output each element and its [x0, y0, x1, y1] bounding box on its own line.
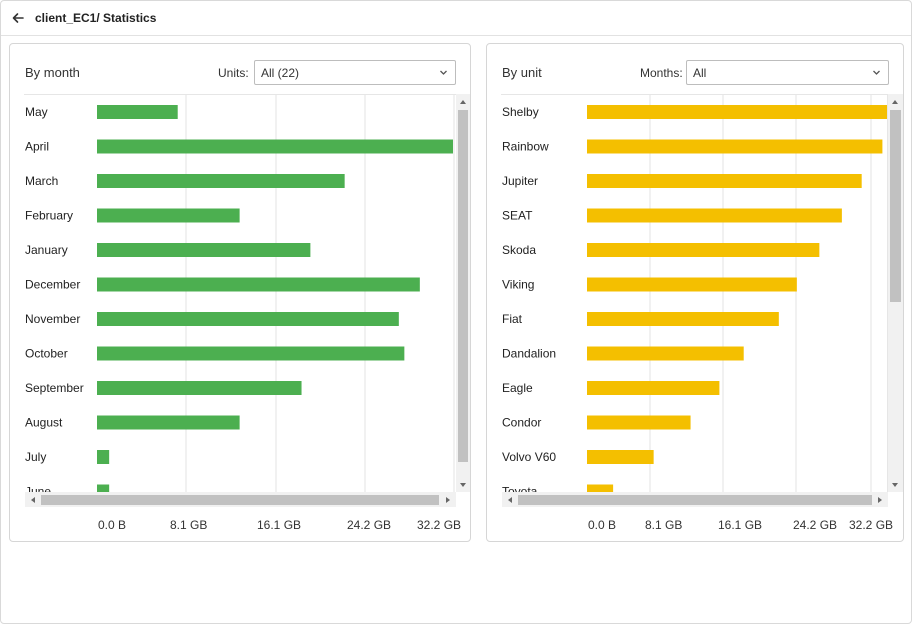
category-label: March [25, 174, 58, 188]
category-label: Fiat [502, 312, 523, 326]
scroll-left-icon[interactable] [505, 495, 515, 505]
bar[interactable] [97, 277, 420, 292]
bar[interactable] [587, 484, 614, 493]
category-label: July [25, 450, 46, 464]
months-select[interactable]: All [686, 60, 889, 85]
category-label: Volvo V60 [502, 450, 556, 464]
scroll-up-icon[interactable] [458, 97, 468, 107]
axis-tick-label: 16.1 GB [718, 518, 763, 532]
category-label: December [25, 278, 80, 292]
bar[interactable] [97, 312, 399, 326]
axis-tick-label: 8.1 GB [645, 518, 683, 532]
scroll-right-icon[interactable] [875, 495, 885, 505]
category-label: Toyota [502, 485, 538, 493]
axis-tick-label: 8.1 GB [170, 518, 208, 532]
by-unit-chart: Shelby Rainbow Jupiter SEAT Skoda Viking Fiat D… [501, 94, 888, 492]
scroll-left-icon[interactable] [28, 495, 38, 505]
units-select[interactable]: All (22) [254, 60, 456, 85]
months-select-value: All [693, 66, 707, 80]
bar[interactable] [97, 415, 240, 430]
category-label: SEAT [502, 209, 533, 223]
scroll-right-icon[interactable] [443, 495, 453, 505]
axis-tick-label: 16.1 GB [257, 518, 302, 532]
by-unit-panel: By unit Months: All Shelby Rainbow Jupiter… [486, 43, 904, 542]
category-label: October [25, 347, 68, 361]
category-label: May [25, 105, 48, 119]
category-label: September [25, 381, 84, 395]
bar[interactable] [97, 139, 453, 154]
bar[interactable] [587, 415, 691, 430]
by-month-panel: By month Units: All (22) May April March Fe… [9, 43, 471, 542]
bar[interactable] [587, 243, 820, 257]
by-month-chart: May April March February January December Nove… [24, 94, 470, 492]
panel-title: By unit [502, 65, 542, 80]
axis-tick-label: 0.0 B [98, 518, 127, 532]
scroll-down-icon[interactable] [890, 480, 900, 490]
bar[interactable] [587, 208, 842, 223]
category-label: Condor [502, 416, 541, 430]
category-label: Shelby [502, 105, 539, 119]
bar[interactable] [587, 346, 744, 361]
axis-tick-label: 24.2 GB [793, 518, 838, 532]
vertical-scrollbar[interactable] [456, 94, 470, 492]
bar[interactable] [97, 346, 405, 361]
chevron-down-icon [873, 70, 880, 75]
scrollbar-thumb[interactable] [458, 110, 468, 462]
category-label: Dandalion [502, 347, 556, 361]
category-label: November [25, 312, 80, 326]
chevron-down-icon [440, 70, 447, 75]
category-label: Viking [502, 278, 534, 292]
horizontal-scrollbar[interactable] [502, 492, 888, 507]
units-select-value: All (22) [261, 66, 300, 80]
bar[interactable] [587, 105, 888, 119]
bar[interactable] [587, 450, 654, 464]
category-label: April [25, 140, 49, 154]
vertical-scrollbar[interactable] [888, 94, 903, 492]
bar[interactable] [97, 105, 178, 119]
category-label: Eagle [502, 381, 533, 395]
by-month-bars: May April March February January December Nove… [25, 95, 455, 493]
axis-tick-label: 32.2 GB [849, 518, 894, 532]
axis-tick-label: 0.0 B [588, 518, 617, 532]
horizontal-scrollbar[interactable] [25, 492, 456, 507]
page-header: client_EC1/ Statistics [1, 1, 911, 36]
bar[interactable] [97, 243, 311, 257]
bar[interactable] [587, 381, 720, 395]
page-title: client_EC1/ Statistics [35, 11, 157, 25]
axis-tick-label: 32.2 GB [417, 518, 462, 532]
scroll-down-icon[interactable] [458, 480, 468, 490]
months-filter-label: Months: [640, 66, 683, 80]
bar[interactable] [587, 174, 862, 188]
category-label: August [25, 416, 63, 430]
units-filter-label: Units: [218, 66, 249, 80]
bar[interactable] [587, 139, 883, 154]
bar[interactable] [97, 174, 345, 188]
category-label: Skoda [502, 243, 536, 257]
panel-title: By month [25, 65, 80, 80]
bar[interactable] [97, 450, 110, 464]
axis-tick-label: 24.2 GB [347, 518, 392, 532]
bar[interactable] [97, 381, 302, 395]
category-label: June [25, 485, 51, 493]
scrollbar-thumb[interactable] [518, 495, 872, 505]
bar[interactable] [587, 312, 779, 326]
category-label: January [25, 243, 68, 257]
arrow-left-icon[interactable] [11, 11, 25, 25]
bar[interactable] [587, 277, 797, 292]
by-unit-bars: Shelby Rainbow Jupiter SEAT Skoda Viking Fiat D… [502, 95, 888, 493]
bar[interactable] [97, 208, 240, 223]
category-label: Rainbow [502, 140, 549, 154]
bar[interactable] [97, 484, 110, 493]
scrollbar-thumb[interactable] [890, 110, 901, 302]
scroll-up-icon[interactable] [890, 97, 900, 107]
scrollbar-thumb[interactable] [41, 495, 439, 505]
category-label: Jupiter [502, 174, 538, 188]
category-label: February [25, 209, 73, 223]
